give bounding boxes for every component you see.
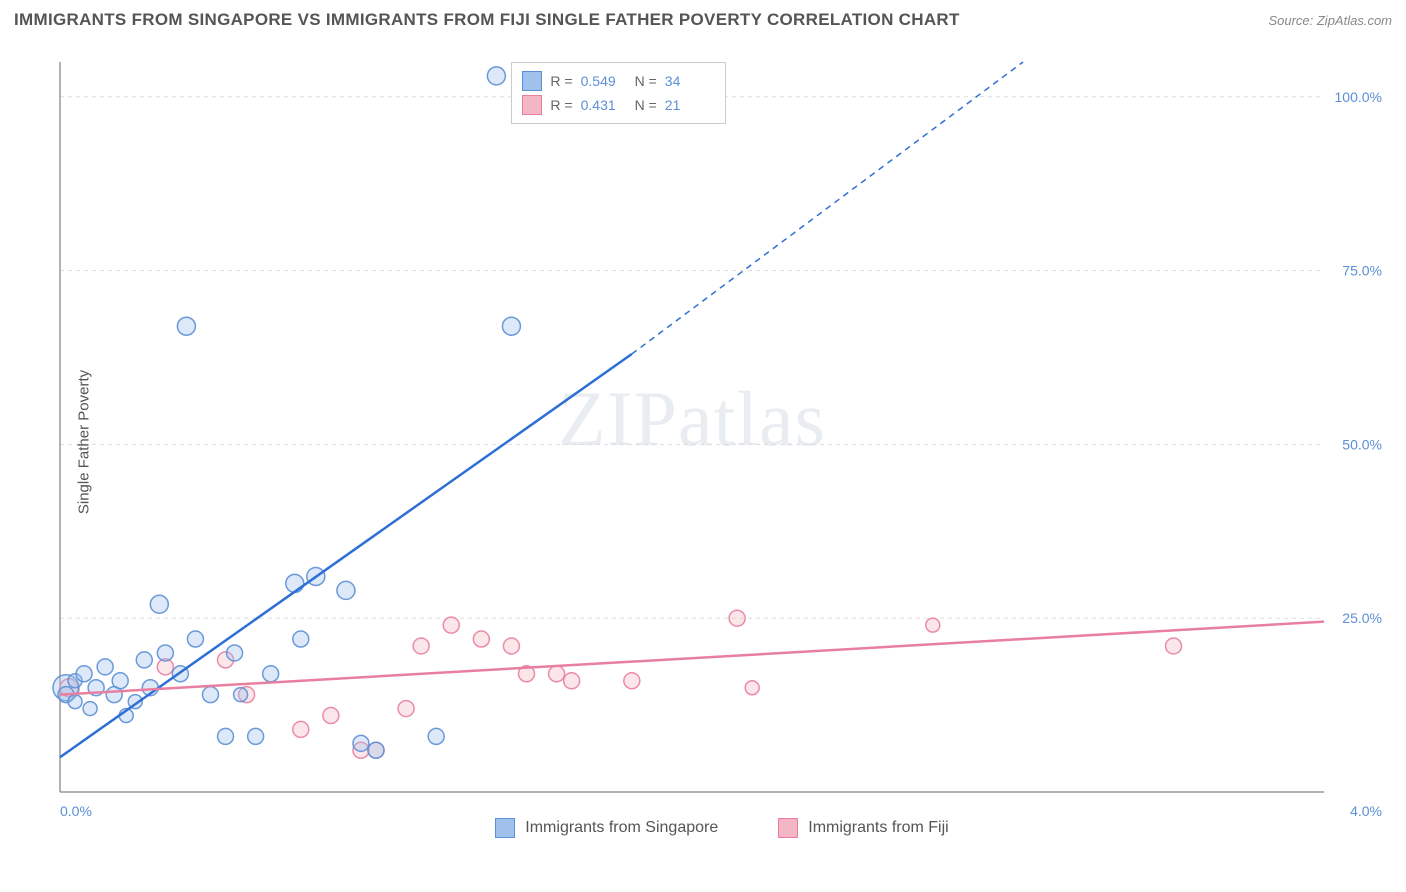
scatter-point xyxy=(293,631,309,647)
scatter-point xyxy=(337,581,355,599)
legend-n-label: N = xyxy=(635,97,657,113)
scatter-point xyxy=(323,708,339,724)
scatter-point xyxy=(926,618,940,632)
legend-n-label: N = xyxy=(635,73,657,89)
y-axis-label: Single Father Poverty xyxy=(76,370,93,514)
scatter-point xyxy=(368,742,384,758)
legend-item: Immigrants from Fiji xyxy=(778,818,948,838)
trend-line xyxy=(60,354,632,757)
scatter-point xyxy=(745,681,759,695)
y-tick-label: 75.0% xyxy=(1342,263,1382,279)
scatter-point xyxy=(487,67,505,85)
scatter-point xyxy=(112,673,128,689)
scatter-point xyxy=(624,673,640,689)
x-tick-label: 0.0% xyxy=(60,803,92,819)
legend-r-value: 0.431 xyxy=(581,97,627,113)
scatter-point xyxy=(564,673,580,689)
legend-n-value: 21 xyxy=(665,97,711,113)
legend-r-label: R = xyxy=(550,73,572,89)
scatter-point xyxy=(286,574,304,592)
scatter-point xyxy=(549,666,565,682)
scatter-point xyxy=(1166,638,1182,654)
scatter-point xyxy=(68,695,82,709)
chart-header: IMMIGRANTS FROM SINGAPORE VS IMMIGRANTS … xyxy=(14,10,1392,30)
scatter-point xyxy=(443,617,459,633)
legend-item: Immigrants from Singapore xyxy=(495,818,718,838)
legend-r-value: 0.549 xyxy=(581,73,627,89)
trend-line xyxy=(60,622,1324,695)
scatter-point xyxy=(263,666,279,682)
y-tick-label: 100.0% xyxy=(1335,89,1382,105)
scatter-point xyxy=(177,317,195,335)
scatter-point xyxy=(97,659,113,675)
scatter-point xyxy=(473,631,489,647)
scatter-chart: 25.0% 50.0% 75.0% 100.0% ZIPatlas 0.0% 4.0% xyxy=(50,42,1394,842)
legend-swatch-icon xyxy=(522,71,542,91)
scatter-point xyxy=(227,645,243,661)
scatter-point xyxy=(353,735,369,751)
scatter-point xyxy=(76,666,92,682)
legend-row: R = 0.431 N = 21 xyxy=(522,93,710,117)
scatter-point xyxy=(413,638,429,654)
correlation-legend: R = 0.549 N = 34 R = 0.431 N = 21 xyxy=(511,62,725,124)
chart-area: Single Father Poverty 25.0% 50.0% 75.0% 100… xyxy=(50,42,1394,842)
scatter-point xyxy=(83,702,97,716)
chart-title: IMMIGRANTS FROM SINGAPORE VS IMMIGRANTS … xyxy=(14,10,960,30)
source-label: Source: ZipAtlas.com xyxy=(1268,13,1392,28)
legend-r-label: R = xyxy=(550,97,572,113)
x-tick-label: 4.0% xyxy=(1350,803,1382,819)
scatter-point xyxy=(234,688,248,702)
scatter-point xyxy=(187,631,203,647)
scatter-point xyxy=(398,701,414,717)
scatter-point xyxy=(150,595,168,613)
scatter-point xyxy=(428,728,444,744)
legend-swatch-icon xyxy=(778,818,798,838)
legend-label: Immigrants from Singapore xyxy=(525,819,718,837)
scatter-point xyxy=(218,728,234,744)
y-tick-label: 50.0% xyxy=(1342,436,1382,452)
scatter-point xyxy=(157,645,173,661)
scatter-point xyxy=(729,610,745,626)
legend-swatch-icon xyxy=(495,818,515,838)
scatter-point xyxy=(248,728,264,744)
watermark: ZIPatlas xyxy=(558,375,826,462)
legend-n-value: 34 xyxy=(665,73,711,89)
scatter-point xyxy=(502,317,520,335)
scatter-point xyxy=(503,638,519,654)
legend-label: Immigrants from Fiji xyxy=(808,819,948,837)
y-tick-label: 25.0% xyxy=(1342,610,1382,626)
series-legend: Immigrants from Singapore Immigrants from… xyxy=(50,818,1394,838)
legend-row: R = 0.549 N = 34 xyxy=(522,69,710,93)
scatter-point xyxy=(136,652,152,668)
scatter-point xyxy=(293,721,309,737)
legend-swatch-icon xyxy=(522,95,542,115)
scatter-point xyxy=(202,687,218,703)
